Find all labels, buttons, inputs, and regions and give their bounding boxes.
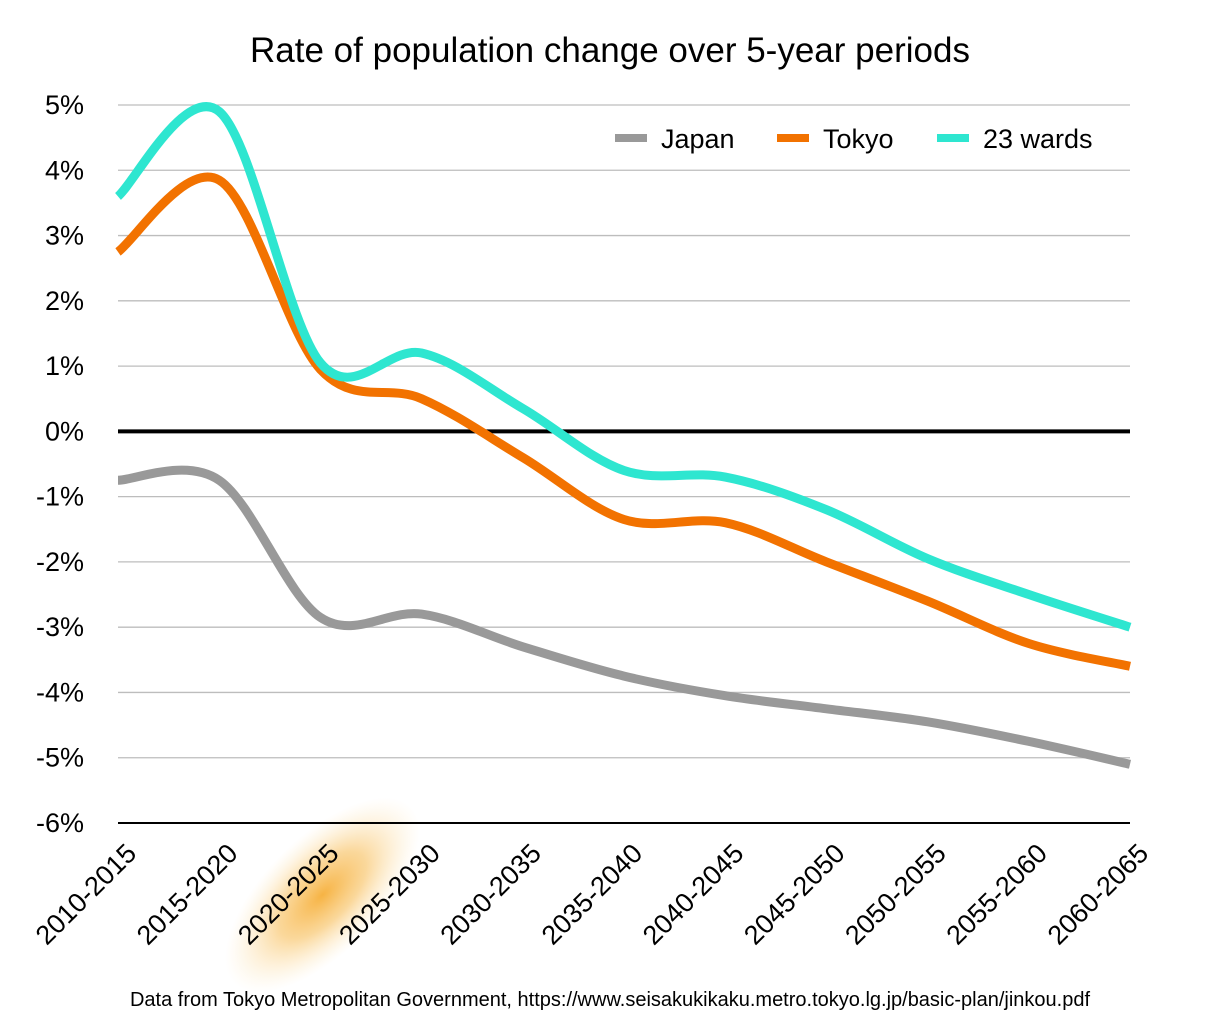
x-tick-label: 2060-2065 — [1042, 838, 1155, 951]
gridlines — [118, 104, 1130, 824]
y-tick-label: 3% — [45, 221, 84, 251]
x-tick-label: 2010-2015 — [30, 838, 143, 951]
y-tick-label: -5% — [36, 743, 84, 773]
legend-label: Japan — [661, 124, 735, 154]
chart-title: Rate of population change over 5-year pe… — [250, 31, 970, 70]
x-tick-label: 2015-2020 — [131, 838, 244, 951]
legend-label: Tokyo — [823, 124, 894, 154]
y-tick-label: -2% — [36, 547, 84, 577]
x-tick-label: 2030-2035 — [435, 838, 548, 951]
x-axis-tick-labels: 2010-20152015-20202020-20252025-20302030… — [30, 838, 1155, 951]
y-tick-label: 2% — [45, 286, 84, 316]
x-tick-label: 2035-2040 — [536, 838, 649, 951]
highlight-layer — [224, 797, 420, 993]
series-line-23-wards — [114, 102, 1132, 632]
series-lines — [114, 102, 1132, 769]
y-axis-tick-labels: 5% 4% 3% 2% 1% 0% -1% -2% -3% -4% -5% -6% — [36, 90, 84, 838]
y-tick-label: 0% — [45, 416, 84, 446]
highlight-glow — [224, 797, 420, 993]
y-tick-label: 1% — [45, 351, 84, 381]
series-line-tokyo — [115, 172, 1131, 671]
x-tick-label: 2050-2055 — [839, 838, 952, 951]
legend: Japan Tokyo 23 wards — [615, 124, 1093, 154]
y-tick-label: -1% — [36, 482, 84, 512]
source-note: Data from Tokyo Metropolitan Government,… — [130, 989, 1091, 1011]
x-tick-label: 2055-2060 — [941, 838, 1054, 951]
series-line-japan — [117, 465, 1132, 769]
y-tick-label: -4% — [36, 677, 84, 707]
x-tick-label: 2045-2050 — [738, 838, 851, 951]
y-tick-label: -6% — [36, 808, 84, 838]
y-tick-label: 5% — [45, 90, 84, 120]
y-tick-label: -3% — [36, 612, 84, 642]
legend-label: 23 wards — [983, 124, 1093, 154]
x-tick-label: 2040-2045 — [637, 838, 750, 951]
y-tick-label: 4% — [45, 155, 84, 185]
